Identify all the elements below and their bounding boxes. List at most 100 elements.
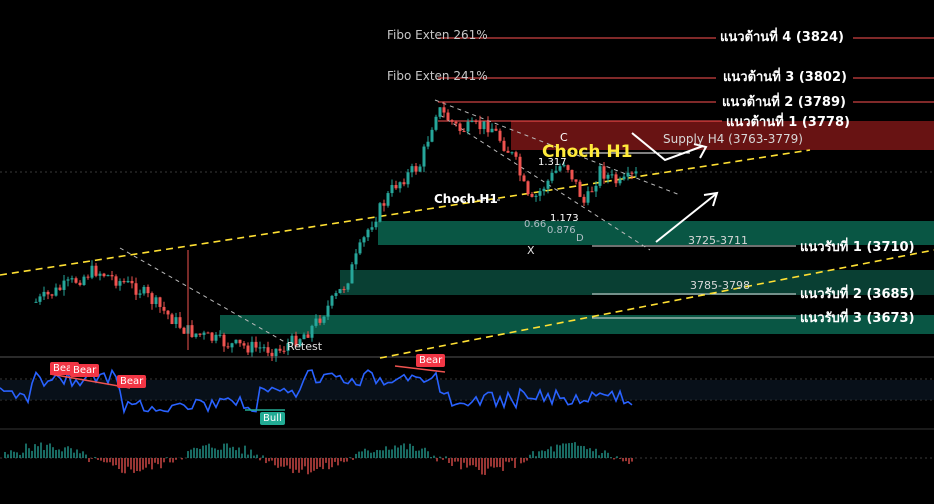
candle-body — [206, 332, 210, 334]
candle-body — [490, 128, 494, 133]
candle-body — [246, 345, 250, 353]
candle-body — [262, 347, 266, 349]
candle-body — [570, 169, 574, 180]
divergence-line — [394, 365, 446, 373]
candle-body — [434, 116, 438, 130]
candle-body — [150, 293, 154, 304]
candle-body — [190, 325, 194, 337]
candle-body — [294, 335, 298, 347]
candle-body — [586, 191, 590, 203]
candle-body — [278, 348, 282, 351]
candle-body — [554, 170, 558, 173]
resistance-3-label: แนวต้านที่ 3 (3802) — [723, 70, 847, 85]
candle-body — [198, 333, 202, 335]
candle-body — [478, 121, 482, 130]
candle-body — [482, 121, 486, 130]
candle-body — [466, 121, 470, 132]
candle-body — [378, 203, 382, 222]
candle-body — [450, 120, 454, 122]
candle-body — [242, 343, 246, 346]
candle-body — [510, 152, 514, 154]
fibo-241-label: Fibo Exten 241% — [387, 69, 488, 83]
supply-zone — [511, 121, 934, 150]
zone-1-label: 3725-3711 — [688, 234, 748, 247]
candle-body — [314, 318, 318, 326]
candle-body — [202, 332, 206, 335]
divergence-line — [49, 373, 131, 389]
candle-body — [114, 276, 118, 286]
candle-body — [578, 181, 582, 197]
candle-body — [34, 301, 38, 303]
ratio-0876-label: 0.876 — [547, 225, 576, 236]
candle-body — [290, 335, 294, 344]
candle-body — [130, 280, 134, 284]
candle-body — [430, 129, 434, 142]
candle-body — [94, 265, 98, 276]
candle-body — [302, 334, 306, 340]
candle-body — [170, 314, 174, 324]
candle-body — [318, 318, 322, 323]
candle-body — [370, 227, 374, 230]
candle-body — [90, 265, 94, 278]
candle-body — [122, 281, 126, 283]
bull-badge: Bull — [260, 412, 285, 425]
candle-body — [494, 128, 498, 131]
candle-body — [574, 179, 578, 182]
candle-body — [550, 172, 554, 181]
candle-body — [66, 279, 70, 281]
candle-body — [330, 295, 334, 306]
candle-body — [154, 297, 158, 304]
support-1-label: แนวรับที่ 1 (3710) — [800, 240, 915, 255]
candle-body — [234, 339, 238, 344]
rsi-band — [0, 380, 934, 400]
candle-body — [138, 293, 142, 295]
candle-body — [618, 179, 622, 184]
candle-body — [166, 310, 170, 315]
candle-body — [410, 166, 414, 173]
candle-body — [558, 166, 562, 171]
candle-body — [306, 334, 310, 338]
candle-body — [362, 237, 366, 243]
candle-body — [126, 280, 130, 283]
candle-body — [254, 341, 258, 348]
candle-body — [386, 193, 390, 206]
candle-body — [374, 221, 378, 228]
candle-body — [50, 294, 54, 296]
trendline-upper — [0, 149, 811, 276]
candle-body — [46, 291, 50, 295]
candle-body — [274, 348, 278, 357]
candle-body — [326, 305, 330, 317]
candle-body — [222, 334, 226, 347]
supply-zone-label: Supply H4 (3763-3779) — [663, 132, 803, 146]
candle-body — [406, 172, 410, 185]
candle-body — [606, 174, 610, 179]
candle-body — [38, 296, 42, 302]
candle-body — [270, 352, 274, 357]
demand-zone-2 — [340, 270, 934, 295]
candle-body — [346, 283, 350, 290]
candle-body — [146, 286, 150, 294]
candle-body — [446, 112, 450, 121]
candle-body — [214, 334, 218, 341]
candle-body — [106, 275, 110, 277]
candle-body — [518, 156, 522, 176]
bear-badge: Bear — [416, 354, 446, 367]
candle-body — [162, 306, 166, 311]
point-x-label: X — [527, 244, 535, 257]
candle-body — [110, 275, 114, 277]
candle-body — [502, 140, 506, 151]
resistance-4-label: แนวต้านที่ 4 (3824) — [720, 30, 844, 45]
resistance-2-label: แนวต้านที่ 2 (3789) — [722, 95, 846, 110]
candle-body — [194, 333, 198, 337]
candle-body — [350, 264, 354, 284]
candle-body — [498, 130, 502, 141]
channel-line — [439, 114, 651, 251]
candle-body — [414, 166, 418, 172]
candle-body — [626, 172, 630, 177]
candle-body — [514, 152, 518, 157]
candle-body — [70, 278, 74, 280]
projection-arrow-head — [693, 143, 708, 159]
candle-body — [426, 141, 430, 147]
